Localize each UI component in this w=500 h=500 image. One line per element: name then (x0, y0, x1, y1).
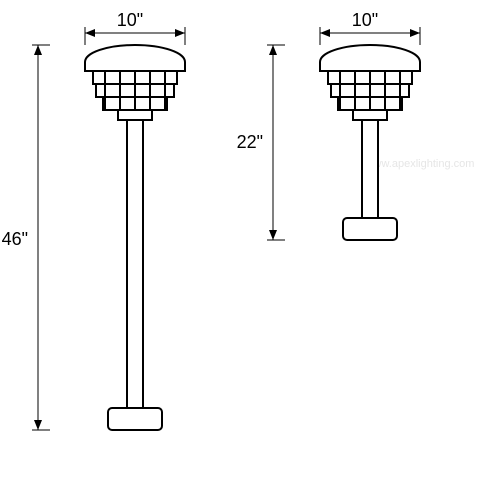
watermark: www.apexlighting.com (365, 158, 475, 170)
width-label-short: 10" (352, 10, 378, 30)
fixture-tall (85, 45, 185, 430)
dimension-drawing: www.apexlighting.com 10" 46" 10" 22" (0, 0, 500, 500)
width-label-tall: 10" (117, 10, 143, 30)
fixture-short (320, 45, 420, 240)
height-label-short: 22" (237, 132, 263, 152)
height-label-tall: 46" (2, 229, 28, 249)
